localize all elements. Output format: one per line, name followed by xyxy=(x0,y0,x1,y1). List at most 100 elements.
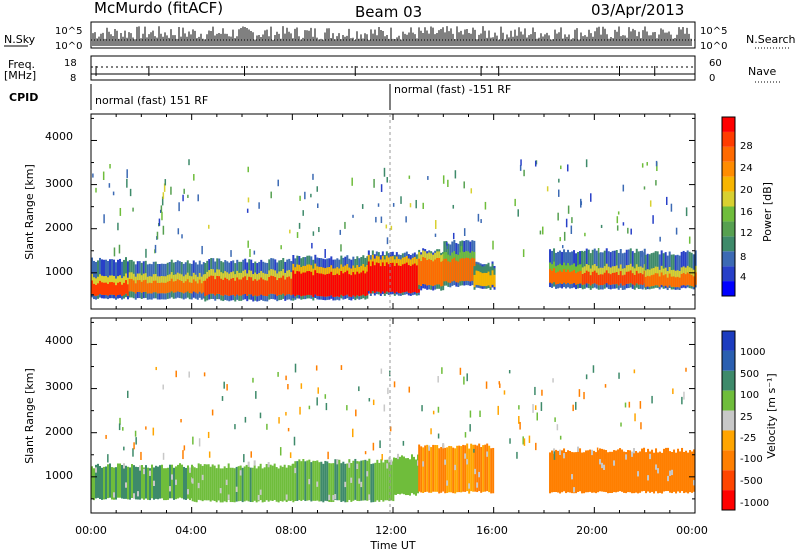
power-cell xyxy=(330,271,333,296)
power-cell xyxy=(136,280,139,292)
power-cell xyxy=(440,261,443,287)
velocity-cell xyxy=(364,451,367,455)
velocity-cell xyxy=(591,449,594,456)
power-cell xyxy=(519,164,522,171)
velocity-cell xyxy=(667,475,670,482)
power-cell xyxy=(109,282,111,295)
power-cell xyxy=(641,274,644,286)
velocity-cell xyxy=(316,481,319,487)
power-cell xyxy=(579,270,582,284)
power-cbar-tick-4: 4 xyxy=(740,272,746,283)
velocity-cell xyxy=(348,462,351,468)
velocity-cell xyxy=(585,450,588,493)
power-cell xyxy=(668,273,671,286)
power-cell xyxy=(168,280,171,293)
velocity-cell xyxy=(352,460,355,501)
velocity-cell xyxy=(621,449,624,492)
velocity-cell xyxy=(197,482,200,489)
power-cell xyxy=(459,258,462,282)
velocity-cell xyxy=(199,464,202,501)
power-cell xyxy=(204,280,207,297)
velocity-cell xyxy=(534,405,537,410)
power-cell xyxy=(383,167,386,177)
velocity-cell xyxy=(277,371,279,377)
velocity-cell xyxy=(591,451,594,493)
power-cell xyxy=(593,270,596,284)
power-cell xyxy=(161,196,164,206)
velocity-cell xyxy=(617,449,620,492)
velocity-cell xyxy=(165,468,167,501)
power-cell xyxy=(202,281,205,293)
velocity-cell xyxy=(193,467,196,502)
power-cell xyxy=(174,280,177,293)
power-cell xyxy=(373,178,375,188)
power-cell xyxy=(493,274,496,288)
velocity-cell xyxy=(372,442,375,451)
velocity-colorbar-label: Velocity [m s⁻¹] xyxy=(765,373,778,458)
velocity-cell xyxy=(374,462,377,502)
beam-title: Beam 03 xyxy=(355,3,422,21)
power-cell xyxy=(230,250,232,257)
power-cell xyxy=(658,276,661,287)
x-tick-2000: 20:00 xyxy=(576,524,608,537)
power-cell xyxy=(569,272,572,285)
power-cell xyxy=(627,271,630,284)
power-cell xyxy=(408,175,411,179)
velocity-cell xyxy=(267,466,270,502)
velocity-cell xyxy=(355,409,357,417)
power-cell xyxy=(446,244,449,250)
power-heatmap xyxy=(91,159,697,302)
power-cell xyxy=(585,270,588,284)
power-cell xyxy=(92,173,94,178)
power-cell xyxy=(694,272,697,285)
power-cell xyxy=(121,284,123,296)
power-cell xyxy=(415,265,418,293)
noise-sky-label: N.Sky xyxy=(4,33,36,46)
power-cell xyxy=(230,278,233,296)
velocity-cell xyxy=(151,464,153,499)
power-cell xyxy=(336,273,339,297)
velocity-cell xyxy=(604,384,607,388)
power-cell xyxy=(430,259,433,286)
velocity-cell xyxy=(464,453,467,459)
velocity-cell xyxy=(420,446,423,493)
velocity-cell xyxy=(225,467,228,503)
x-axis: 00:00 04:00 08:00 12:00 16:00 20:00 00:0… xyxy=(75,524,708,552)
power-cell xyxy=(390,225,393,230)
velocity-cell xyxy=(603,449,606,492)
velocity-cell xyxy=(324,460,327,501)
velocity-cell xyxy=(498,381,501,385)
power-cell xyxy=(443,258,446,282)
velocity-cbar-tick-neg500: -500 xyxy=(740,476,763,487)
velocity-cell xyxy=(249,467,252,502)
power-cell xyxy=(183,188,185,194)
velocity-cell xyxy=(421,405,423,412)
power-cell xyxy=(590,193,592,202)
velocity-cell xyxy=(575,401,577,410)
velocity-cell xyxy=(476,445,479,493)
colorbar-swatch xyxy=(722,281,735,296)
velocity-cell xyxy=(583,452,586,494)
power-cell xyxy=(113,247,116,257)
velocity-cell xyxy=(342,461,345,502)
power-cell xyxy=(463,258,466,282)
velocity-cell xyxy=(687,452,690,494)
velocity-cell xyxy=(628,401,631,408)
velocity-cell xyxy=(535,442,537,451)
velocity-cell xyxy=(378,462,381,502)
velocity-cell xyxy=(340,365,343,370)
velocity-cell xyxy=(107,464,109,499)
power-cell xyxy=(328,273,331,297)
velocity-cell xyxy=(179,463,181,498)
velocity-cell xyxy=(472,444,475,492)
velocity-cell xyxy=(241,467,244,503)
power-cell xyxy=(534,160,537,167)
power-cell xyxy=(264,280,267,296)
velocity-cell xyxy=(444,459,447,465)
velocity-cell xyxy=(235,466,238,502)
velocity-cell xyxy=(651,395,653,404)
power-cell xyxy=(132,280,135,293)
velocity-cell xyxy=(235,486,238,492)
velocity-cell xyxy=(263,467,266,502)
power-cell xyxy=(188,282,191,294)
